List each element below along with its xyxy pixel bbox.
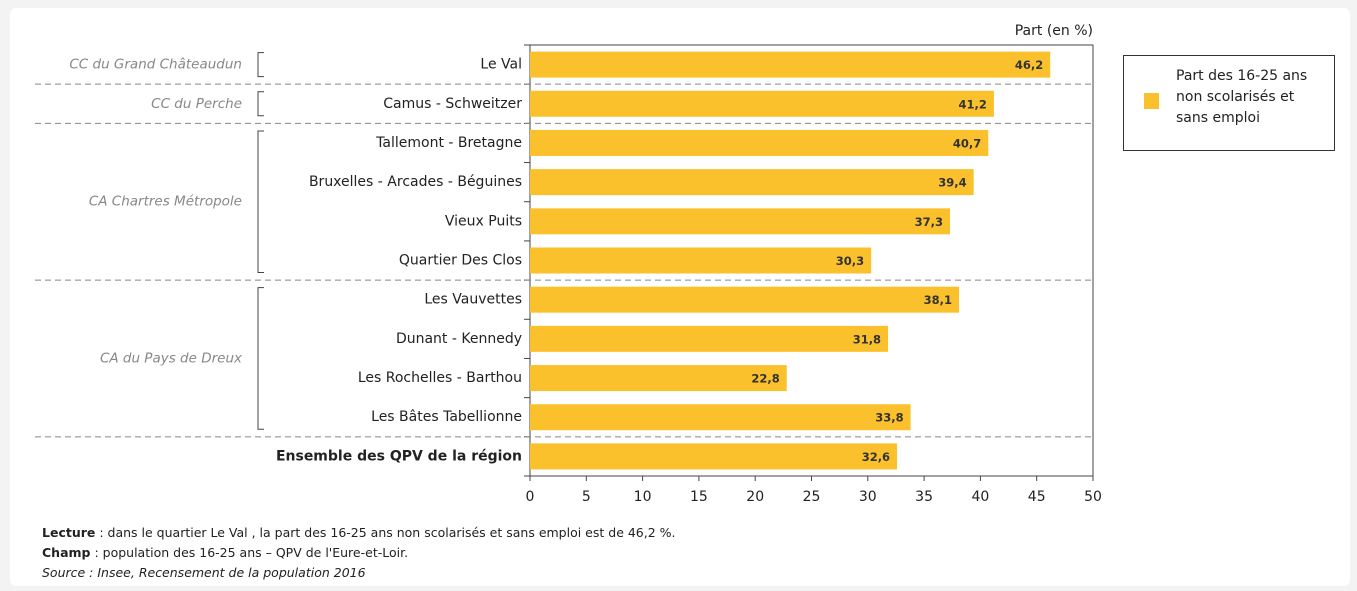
notes: Lecture : dans le quartier Le Val , la p… [42, 523, 676, 583]
value-label: 39,4 [938, 176, 966, 190]
category-label: Quartier Des Clos [399, 253, 522, 269]
group-label: CA du Pays de Dreux [100, 350, 243, 366]
note: Champ : population des 16-25 ans – QPV d… [42, 543, 676, 563]
value-label: 33,8 [875, 411, 903, 425]
bar [530, 208, 950, 235]
bar [530, 129, 989, 156]
category-label: Les Vauvettes [424, 292, 522, 308]
note-label: Champ [42, 545, 91, 560]
category-label: Bruxelles - Arcades - Béguines [309, 174, 522, 190]
group-label: CC du Perche [151, 96, 242, 112]
value-label: 30,3 [836, 254, 864, 268]
group-bracket [257, 287, 264, 430]
bar [530, 169, 974, 196]
value-label: 40,7 [953, 136, 981, 150]
x-tick-label: 20 [746, 489, 764, 505]
category-label: Les Rochelles - Barthou [358, 370, 522, 386]
category-label: Dunant - Kennedy [396, 331, 522, 347]
bar [530, 325, 889, 352]
value-label: 41,2 [959, 97, 987, 111]
x-tick-label: 15 [690, 489, 708, 505]
legend-swatch [1144, 93, 1159, 109]
x-tick-label: 5 [582, 489, 591, 505]
category-label: Le Val [480, 57, 522, 73]
value-label: 37,3 [915, 215, 943, 229]
x-tick-label: 10 [634, 489, 652, 505]
category-label: Les Bâtes Tabellionne [371, 409, 522, 425]
legend: Part des 16-25 ans non scolarisés et san… [1123, 55, 1335, 151]
bar [530, 90, 994, 117]
x-tick-label: 25 [803, 489, 821, 505]
total-label: Ensemble des QPV de la région [276, 448, 522, 464]
x-tick-label: 30 [859, 489, 877, 505]
group-bracket [257, 52, 264, 78]
group-bracket [257, 91, 264, 117]
group-bracket [257, 130, 264, 273]
group-label: CA Chartres Métropole [89, 194, 242, 210]
source: Source : Insee, Recensement de la popula… [42, 565, 366, 580]
bar [530, 365, 787, 392]
legend-label: Part des 16-25 ans non scolarisés et san… [1176, 68, 1308, 126]
note: Lecture : dans le quartier Le Val , la p… [42, 523, 676, 543]
note-text: : population des 16-25 ans – QPV de l'Eu… [90, 545, 409, 560]
bar [530, 286, 960, 313]
note-label: Lecture [42, 525, 96, 540]
value-label: 32,6 [862, 450, 890, 464]
value-label: 38,1 [924, 293, 952, 307]
x-tick-label: 50 [1084, 489, 1102, 505]
x-tick-label: 40 [971, 489, 989, 505]
x-tick-label: 0 [526, 489, 535, 505]
category-label: Vieux Puits [445, 213, 522, 229]
axis-label: Part (en %) [1015, 23, 1093, 39]
bar [530, 247, 872, 274]
category-label: Tallemont - Bretagne [375, 135, 522, 151]
category-label: Camus - Schweitzer [383, 96, 522, 112]
value-label: 46,2 [1015, 58, 1043, 72]
x-tick-label: 35 [915, 489, 933, 505]
note-text: : dans le quartier Le Val , la part des … [95, 525, 676, 540]
value-label: 22,8 [751, 372, 779, 386]
bar [530, 404, 911, 431]
bar [530, 443, 898, 470]
value-label: 31,8 [853, 332, 881, 346]
group-label: CC du Grand Châteaudun [69, 57, 242, 73]
bar [530, 51, 1051, 78]
x-tick-label: 45 [1028, 489, 1046, 505]
